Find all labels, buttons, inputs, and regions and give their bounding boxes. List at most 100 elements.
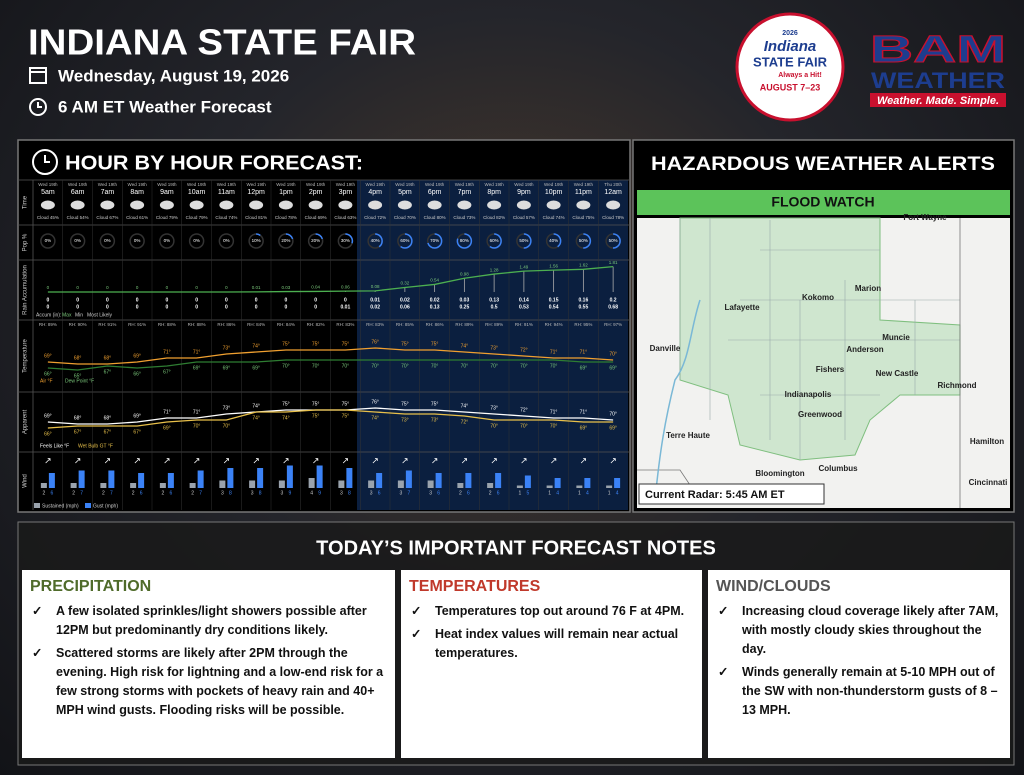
wind-legend: Sustained (mph): [42, 503, 79, 509]
rain-max-label: 0: [76, 285, 79, 290]
wbgt-label: 69°: [163, 425, 171, 431]
rain-likely-label: 0.01: [341, 304, 351, 310]
gust-bar: [524, 475, 531, 488]
gust-label: 7: [407, 490, 410, 496]
wbgt-label: 69°: [580, 425, 588, 431]
sustained-bar: [249, 480, 256, 488]
air-label: 73°: [490, 345, 498, 351]
alert-name: FLOOD WATCH: [771, 194, 874, 210]
city-label: Columbus: [818, 464, 858, 473]
pop-label: 20%: [311, 238, 320, 243]
feels-label: 68°: [74, 415, 82, 421]
rh-label: RH: 83%: [336, 322, 354, 327]
cloud-label: Cloud 69%: [305, 215, 327, 220]
wbgt-label: 70°: [520, 423, 528, 429]
sustained-bar: [546, 485, 553, 488]
rain-max-label: 0.03: [281, 285, 290, 290]
rain-max-label: 0.04: [311, 285, 320, 290]
rain-likely-label: 0.53: [519, 304, 529, 310]
wbgt-label: 67°: [133, 429, 141, 435]
pop-arc: [545, 233, 562, 249]
air-label: 69°: [44, 353, 52, 359]
gust-label: 7: [80, 490, 83, 496]
sustained-bar: [338, 480, 345, 488]
cloud-icon: [278, 200, 293, 210]
logo-name: Indiana: [764, 38, 817, 55]
city-label: New Castle: [876, 369, 919, 378]
air-label: 71°: [193, 349, 201, 355]
note-bullet: Temperatures top out around 76 F at 4PM.: [409, 602, 694, 621]
time-label: 11am: [218, 189, 235, 196]
rain-max-label: 1.81: [609, 260, 618, 265]
cloud-label: Cloud 82%: [483, 215, 505, 220]
rain-min-label: 0: [46, 297, 49, 303]
rain-min-label: 0: [165, 297, 168, 303]
cloud-label: Cloud 78%: [275, 215, 297, 220]
sustained-bar: [189, 483, 196, 488]
note-bullet: Increasing cloud coverage likely after 7…: [716, 602, 1002, 659]
air-line: [47, 347, 614, 365]
row-label: Rain Accumulation: [23, 265, 29, 315]
rh-label: RH: 85%: [396, 322, 414, 327]
cloud-icon: [159, 200, 174, 210]
fair-logo: 2026 Indiana STATE FAIR Always a Hit! AU…: [735, 12, 845, 122]
city-label: Bloomington: [755, 469, 804, 478]
note-box: PRECIPITATION A few isolated sprinkles/li…: [22, 570, 395, 758]
cloud-icon: [338, 200, 353, 210]
pop-label: 0%: [45, 238, 52, 243]
cloud-icon: [308, 200, 323, 210]
sustained-label: 4: [310, 490, 313, 496]
row-label: Apparent: [23, 409, 29, 434]
pop-arc: [337, 233, 354, 249]
rain-min-label: 0.14: [519, 297, 529, 303]
cloud-icon: [606, 200, 621, 210]
pop-ring: [129, 233, 145, 249]
day-label: Wed 19th: [455, 182, 475, 187]
bam-name: BAM: [870, 29, 1006, 71]
cloud-icon: [249, 200, 264, 210]
air-label: 73°: [223, 345, 231, 351]
gust-bar: [346, 468, 353, 488]
clock-icon: [29, 98, 47, 116]
gust-bar: [435, 473, 442, 488]
cloud-icon: [130, 200, 145, 210]
gust-bar: [167, 473, 174, 488]
pop-label: 0%: [193, 238, 200, 243]
time-label: 7am: [101, 189, 115, 196]
rh-label: RH: 91%: [515, 322, 533, 327]
rain-max-label: 1.56: [549, 263, 558, 268]
city-label: Indianapolis: [785, 390, 832, 399]
dew-label: 65°: [74, 373, 82, 379]
logo-dates: AUGUST 7–23: [760, 82, 821, 92]
rain-min-label: 0: [76, 297, 79, 303]
pop-arc: [397, 233, 413, 249]
pop-label: 60%: [400, 238, 409, 243]
air-label: 71°: [550, 349, 558, 355]
dew-label: 70°: [342, 363, 350, 369]
pop-label: 0%: [164, 238, 171, 243]
rh-label: RH: 88%: [158, 322, 176, 327]
gust-bar: [138, 473, 145, 488]
wbgt-label: 75°: [342, 413, 350, 419]
note-list: A few isolated sprinkles/light showers p…: [30, 602, 387, 720]
rain-min-label: 0: [136, 297, 139, 303]
pop-ring: [188, 233, 205, 249]
day-label: Thu 20th: [604, 182, 622, 187]
air-label: 75°: [401, 341, 409, 347]
city-label: Terre Haute: [666, 431, 710, 440]
day-label: Wed 19th: [276, 182, 296, 187]
note-box: WIND/CLOUDS Increasing cloud coverage lik…: [708, 570, 1010, 758]
wbgt-label: 67°: [74, 429, 82, 435]
time-label: 12am: [604, 189, 622, 196]
pop-arc: [516, 233, 532, 249]
wbgt-label: 73°: [401, 417, 409, 423]
dew-line: [47, 359, 614, 371]
cloud-label: Cloud 74%: [543, 215, 565, 220]
pop-arc: [278, 233, 294, 249]
wind-arrow: ↗: [490, 455, 498, 465]
gust-bar: [108, 470, 115, 488]
rain-max-label: 0: [166, 285, 169, 290]
rh-label: RH: 86%: [426, 322, 444, 327]
cloud-label: Cloud 54%: [67, 215, 89, 220]
rain-min-label: 0.2: [610, 297, 617, 303]
